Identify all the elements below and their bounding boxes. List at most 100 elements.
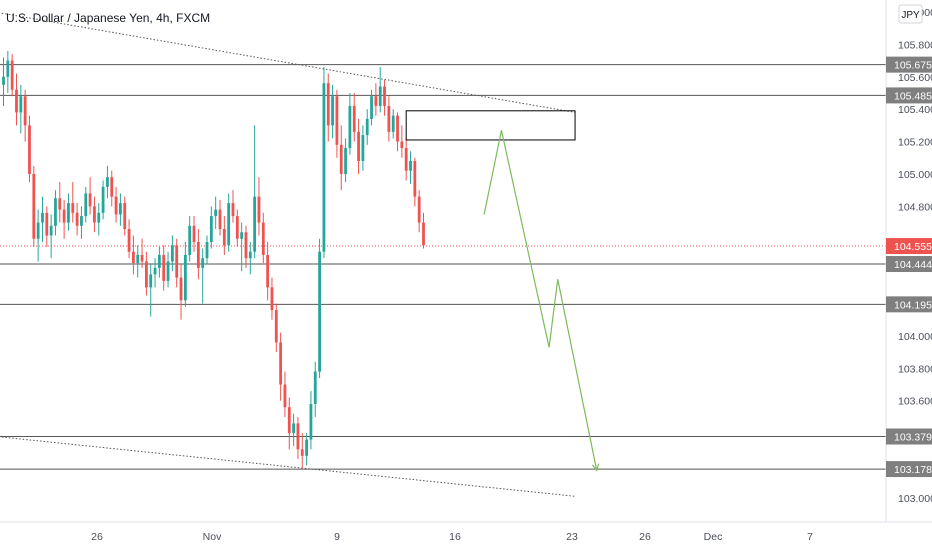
candle-body (331, 96, 334, 126)
candle (279, 332, 283, 401)
candle (179, 264, 183, 320)
candle (287, 397, 291, 450)
candle-body (279, 342, 283, 385)
candle (36, 209, 40, 262)
candle (318, 238, 321, 379)
price-tick-label: 103.600 (898, 396, 932, 408)
candle-body (149, 274, 153, 288)
candle (170, 235, 174, 272)
candle (23, 89, 27, 142)
candle-body (28, 125, 31, 174)
candle (417, 190, 421, 233)
level-tag: 103.178 (886, 461, 932, 478)
candle-body (235, 216, 239, 239)
candle (10, 54, 14, 97)
level-tag: 104.444 (886, 256, 932, 273)
level-tag-bg (886, 461, 932, 478)
level-tag-label: 105.485 (894, 90, 932, 102)
time-tick-label: Dec (704, 531, 723, 543)
candle-body (244, 232, 248, 259)
candle (15, 73, 18, 126)
candle (387, 96, 391, 142)
candle (357, 118, 360, 174)
candle (227, 193, 231, 252)
candle (45, 206, 49, 247)
candle (365, 109, 369, 145)
price-tick-label: 103.800 (898, 363, 932, 375)
candle-body (10, 60, 14, 90)
candle (253, 125, 257, 259)
candle-body (292, 423, 296, 434)
candle-body (67, 203, 70, 223)
candle-body (352, 105, 356, 132)
level-tag: 105.675 (886, 56, 932, 73)
candle-body (188, 225, 192, 255)
candles-layer (2, 50, 425, 469)
candle (88, 177, 92, 215)
currency-badge[interactable]: JPY (898, 4, 923, 24)
candle (396, 112, 399, 152)
price-tick-label: 105.000 (898, 169, 932, 181)
candle (305, 433, 308, 466)
candle-body (357, 131, 360, 162)
candle (296, 416, 300, 460)
time-tick-label: 23 (566, 531, 578, 543)
candle (75, 203, 79, 236)
candle (144, 251, 148, 296)
candle (106, 165, 109, 199)
candle-body (49, 225, 53, 236)
price-axis: 103.000 103.600 103.800 104.000 104.800 105.0… (885, 0, 932, 522)
level-tag-bg (886, 87, 932, 104)
candle (370, 89, 373, 126)
candle (270, 277, 274, 320)
time-tick-label: 7 (807, 531, 813, 543)
candle (344, 138, 347, 183)
level-tag-label: 103.379 (894, 432, 932, 444)
candle (257, 177, 261, 236)
candle-body (196, 241, 200, 268)
candle (67, 193, 70, 231)
candle (140, 238, 144, 268)
candle (352, 92, 356, 142)
level-tag-label: 104.195 (894, 299, 932, 311)
chart-title: U.S. Dollar / Japanese Yen, 4h, FXCM (6, 11, 210, 25)
time-tick-label: 26 (639, 531, 651, 543)
candle-body (404, 148, 408, 171)
candle-body (383, 86, 386, 106)
candle (261, 212, 265, 264)
candle-body (309, 403, 313, 440)
level-tag-label: 104.444 (894, 259, 932, 271)
candle (80, 206, 83, 239)
candle-body (209, 216, 213, 242)
candle (62, 199, 66, 239)
candle-body (313, 371, 317, 404)
candle-body (54, 198, 57, 226)
candle-body (218, 209, 222, 230)
candle (266, 241, 270, 301)
candle (292, 413, 296, 447)
candle-body (370, 96, 373, 119)
candle (192, 216, 196, 252)
time-tick-label: 9 (334, 531, 340, 543)
candle-body (283, 384, 287, 408)
candle-body (348, 105, 352, 149)
candle-body (15, 89, 18, 113)
candle (32, 165, 36, 247)
candle-body (175, 245, 179, 278)
candle-body (162, 254, 166, 281)
candle (374, 83, 378, 116)
candle-body (132, 251, 135, 264)
level-tag: 104.195 (886, 296, 932, 313)
level-tag: 103.379 (886, 428, 932, 445)
candle (378, 67, 382, 113)
candle-body (261, 222, 265, 255)
projection-arrowhead (591, 463, 600, 472)
candle (119, 193, 122, 226)
candle (188, 216, 192, 262)
candle (110, 170, 114, 207)
candle-body (257, 196, 261, 223)
candle (101, 180, 105, 220)
candle (400, 125, 404, 158)
candle-body (58, 198, 62, 210)
